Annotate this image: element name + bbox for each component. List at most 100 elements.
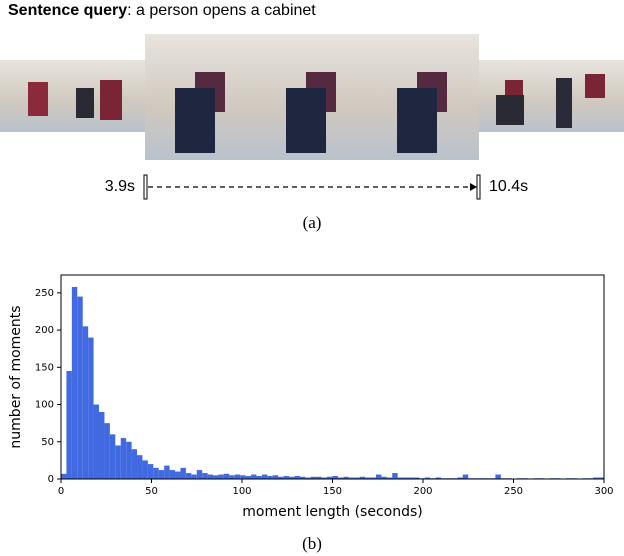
bar xyxy=(289,476,295,479)
video-frames xyxy=(0,34,624,160)
bar xyxy=(115,445,121,479)
start-marker xyxy=(143,174,148,200)
bar xyxy=(142,460,148,479)
bar xyxy=(99,411,105,479)
bar xyxy=(403,477,409,479)
bar xyxy=(66,371,72,479)
end-marker xyxy=(476,174,481,200)
bar xyxy=(234,474,241,479)
bar xyxy=(256,476,262,479)
bar xyxy=(213,475,219,479)
query: Sentence query: a person opens a cabinet xyxy=(8,2,316,19)
bar xyxy=(147,464,154,479)
x-tick-label: 200 xyxy=(413,486,432,497)
bar xyxy=(392,473,398,479)
bar xyxy=(337,477,344,479)
bar xyxy=(332,476,338,479)
x-tick-label: 250 xyxy=(504,486,523,497)
panel-label: (b) xyxy=(302,534,322,553)
y-axis-label: number of moments xyxy=(8,305,24,448)
bar xyxy=(218,474,224,479)
bar xyxy=(365,477,371,479)
x-axis-label: moment length (seconds) xyxy=(242,504,423,520)
bar xyxy=(207,474,214,479)
bar xyxy=(223,473,230,479)
bar xyxy=(272,475,279,479)
bar xyxy=(77,296,83,479)
bar xyxy=(278,476,284,479)
histogram: 0 50 100 150 200 250 300 0 50 100 150 200 250 moment … xyxy=(8,274,614,520)
query-label: Sentence query xyxy=(8,2,127,19)
x-tick-label: 150 xyxy=(323,486,342,497)
bar xyxy=(240,475,246,479)
bar xyxy=(381,476,387,479)
bar xyxy=(153,467,159,479)
bar xyxy=(310,476,317,479)
bar xyxy=(598,477,604,479)
bar xyxy=(93,404,100,479)
bar xyxy=(71,286,78,479)
bar xyxy=(457,477,463,479)
x-tick-label: 100 xyxy=(232,486,251,497)
y-tick-label: 50 xyxy=(41,437,54,448)
plot-frame xyxy=(60,274,605,480)
bar xyxy=(397,477,404,479)
bar xyxy=(495,474,501,479)
bar xyxy=(316,476,322,479)
panel-label: (a) xyxy=(303,213,322,232)
bar xyxy=(348,477,355,479)
bar xyxy=(169,470,176,479)
bar xyxy=(435,477,442,479)
bar xyxy=(462,474,469,479)
bar xyxy=(191,474,197,479)
bar xyxy=(327,476,333,479)
y-tick-label: 0 xyxy=(48,474,54,485)
bar xyxy=(375,474,382,479)
bar xyxy=(359,476,366,479)
bar xyxy=(164,465,170,479)
start-time: 3.9s xyxy=(105,178,135,195)
bar xyxy=(251,474,257,479)
bar xyxy=(196,470,203,479)
query-text: : a person opens a cabinet xyxy=(127,2,316,19)
bar xyxy=(294,476,300,479)
bar xyxy=(408,477,414,479)
y-tick-label: 150 xyxy=(35,362,54,373)
bar xyxy=(88,337,94,479)
bar xyxy=(120,438,127,479)
bar xyxy=(137,455,143,479)
bar xyxy=(82,326,89,479)
bar xyxy=(131,449,138,479)
bar xyxy=(424,477,431,479)
bar xyxy=(354,477,360,479)
x-tick-label: 300 xyxy=(594,486,613,497)
bar xyxy=(321,477,328,479)
bar xyxy=(175,471,181,479)
bar xyxy=(413,477,420,479)
x-tick-label: 0 xyxy=(58,486,64,497)
y-tick-label: 200 xyxy=(35,325,54,336)
bar xyxy=(104,423,110,479)
bar xyxy=(109,434,116,479)
bar xyxy=(343,476,349,479)
bar xyxy=(305,477,311,479)
bar xyxy=(158,470,165,479)
bar xyxy=(202,473,208,479)
y-tick-label: 250 xyxy=(35,288,54,299)
arrow-head xyxy=(470,183,477,191)
bar xyxy=(370,477,376,479)
bar xyxy=(126,441,132,479)
bar xyxy=(299,476,306,479)
end-time: 10.4s xyxy=(489,178,528,195)
x-tick-label: 50 xyxy=(145,486,158,497)
bar xyxy=(386,477,393,479)
y-tick-label: 100 xyxy=(35,400,54,411)
bar xyxy=(229,475,235,479)
bar xyxy=(180,467,186,479)
bar xyxy=(283,476,290,479)
bar xyxy=(593,477,599,479)
bar xyxy=(61,473,67,479)
bar xyxy=(245,476,252,479)
bar xyxy=(185,473,192,479)
